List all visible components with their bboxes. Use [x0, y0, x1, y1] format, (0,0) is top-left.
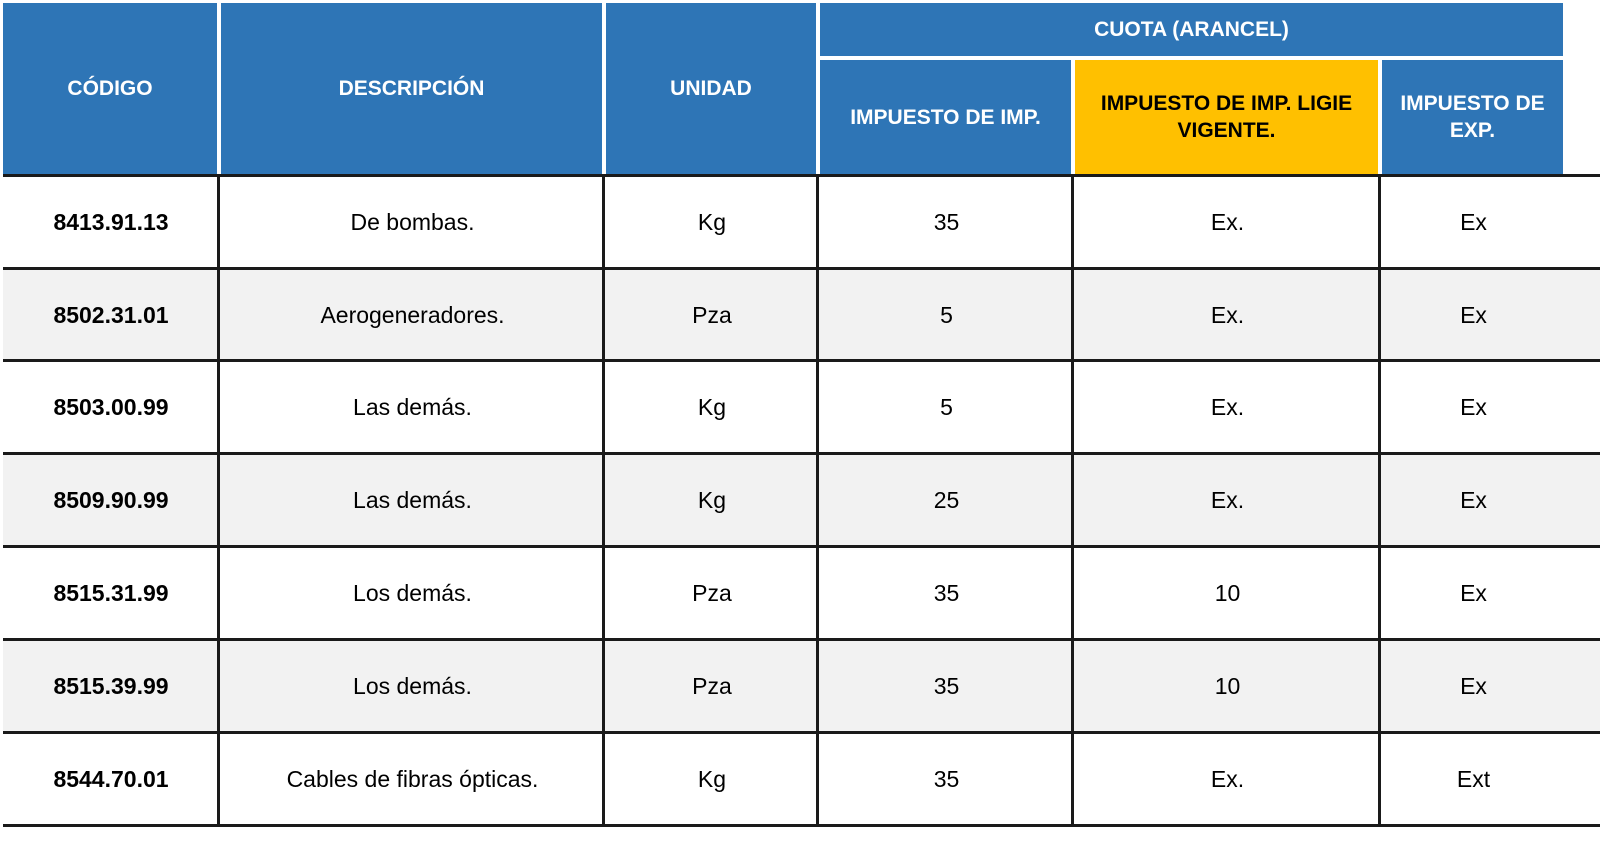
cell-impuesto-imp: 35: [933, 765, 960, 792]
cell-codigo: 8502.31.01: [53, 301, 169, 328]
table-row: 8503.00.99 Las demás. Kg 5 Ex. Ex: [3, 362, 1600, 452]
header-codigo-label: CÓDIGO: [67, 77, 153, 100]
row-divider: [3, 359, 1600, 362]
row-divider: [3, 452, 1600, 455]
column-divider: [816, 177, 819, 827]
cell-unidad: Kg: [697, 393, 727, 420]
cell-impuesto-imp: 25: [933, 486, 960, 513]
cell-codigo: 8515.39.99: [53, 672, 169, 699]
row-divider: [3, 545, 1600, 548]
row-divider: [3, 824, 1600, 827]
cell-unidad: Kg: [697, 765, 727, 792]
header-descripcion-label: DESCRIPCIÓN: [338, 77, 485, 100]
header-cuota-label: CUOTA (ARANCEL): [1094, 18, 1289, 41]
header-unidad: UNIDAD: [606, 3, 816, 174]
column-divider: [602, 177, 605, 827]
cell-impuesto-ligie: 10: [1214, 579, 1241, 606]
cell-codigo: 8544.70.01: [53, 765, 169, 792]
cell-descripcion: Cables de fibras ópticas.: [286, 765, 539, 792]
cell-impuesto-ligie: Ex.: [1210, 765, 1245, 792]
cell-descripcion: Las demás.: [353, 486, 472, 513]
table-row: 8509.90.99 Las demás. Kg 25 Ex. Ex: [3, 455, 1600, 545]
cell-impuesto-imp: 35: [933, 208, 960, 235]
cell-descripcion: Los demás.: [353, 579, 472, 606]
header-cuota-group: CUOTA (ARANCEL): [820, 3, 1563, 56]
table-row: 8515.39.99 Los demás. Pza 35 10 Ex: [3, 641, 1600, 731]
cell-impuesto-exp: Ex: [1460, 579, 1487, 606]
cell-impuesto-exp: Ex: [1460, 393, 1487, 420]
row-divider: [3, 731, 1600, 734]
cell-unidad: Pza: [692, 301, 732, 328]
cell-codigo: 8413.91.13: [53, 208, 169, 235]
column-divider: [217, 177, 220, 827]
cell-descripcion: Los demás.: [353, 672, 472, 699]
cell-impuesto-imp: 5: [940, 393, 953, 420]
cell-impuesto-exp: Ext: [1456, 765, 1491, 792]
cell-impuesto-imp: 35: [933, 672, 960, 699]
row-divider: [3, 174, 1600, 177]
cell-codigo: 8509.90.99: [53, 486, 169, 513]
header-codigo: CÓDIGO: [3, 3, 217, 174]
header-impuesto-exp-label: IMPUESTO DE EXP.: [1400, 92, 1545, 142]
column-divider: [1071, 177, 1074, 827]
cell-impuesto-ligie: Ex.: [1210, 208, 1245, 235]
cell-impuesto-ligie: 10: [1214, 672, 1241, 699]
cell-unidad: Pza: [692, 579, 732, 606]
table-row: 8544.70.01 Cables de fibras ópticas. Kg 35 E…: [3, 734, 1600, 824]
cell-impuesto-exp: Ex: [1460, 208, 1487, 235]
cell-unidad: Kg: [697, 486, 727, 513]
table-row: 8515.31.99 Los demás. Pza 35 10 Ex: [3, 548, 1600, 638]
header-impuesto-imp: IMPUESTO DE IMP.: [820, 60, 1071, 174]
table-row: 8413.91.13 De bombas. Kg 35 Ex. Ex: [3, 177, 1600, 267]
header-impuesto-ligie: IMPUESTO DE IMP. LIGIE VIGENTE.: [1075, 60, 1378, 174]
table-row: 8502.31.01 Aerogeneradores. Pza 5 Ex. Ex: [3, 270, 1600, 360]
cell-impuesto-exp: Ex: [1460, 301, 1487, 328]
cell-descripcion: Las demás.: [353, 393, 472, 420]
header-impuesto-imp-label: IMPUESTO DE IMP.: [850, 105, 1041, 129]
cell-codigo: 8503.00.99: [53, 393, 169, 420]
cell-impuesto-ligie: Ex.: [1210, 393, 1245, 420]
cell-descripcion: Aerogeneradores.: [320, 301, 505, 328]
header-impuesto-ligie-label: IMPUESTO DE IMP. LIGIE VIGENTE.: [1100, 92, 1353, 142]
header-descripcion: DESCRIPCIÓN: [221, 3, 602, 174]
header-unidad-label: UNIDAD: [670, 77, 752, 100]
header-impuesto-exp: IMPUESTO DE EXP.: [1382, 60, 1563, 174]
cell-unidad: Kg: [697, 208, 727, 235]
row-divider: [3, 267, 1600, 270]
cell-impuesto-exp: Ex: [1460, 486, 1487, 513]
cell-impuesto-ligie: Ex.: [1210, 486, 1245, 513]
cell-unidad: Pza: [692, 672, 732, 699]
cell-impuesto-imp: 35: [933, 579, 960, 606]
cell-codigo: 8515.31.99: [53, 579, 169, 606]
cell-descripcion: De bombas.: [350, 208, 475, 235]
row-divider: [3, 638, 1600, 641]
cell-impuesto-exp: Ex: [1460, 672, 1487, 699]
cell-impuesto-ligie: Ex.: [1210, 301, 1245, 328]
column-divider: [1378, 177, 1381, 827]
cell-impuesto-imp: 5: [940, 301, 953, 328]
